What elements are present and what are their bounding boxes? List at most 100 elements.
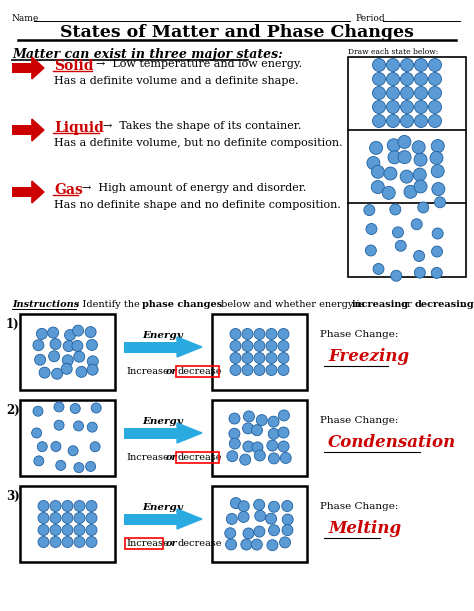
Circle shape [268, 453, 279, 464]
Text: Energy: Energy [143, 503, 183, 512]
Circle shape [280, 453, 291, 464]
Circle shape [278, 441, 289, 452]
Text: Has no definite shape and no definite composition.: Has no definite shape and no definite co… [54, 200, 341, 210]
Circle shape [266, 365, 277, 376]
Bar [124, 428, 177, 439]
Bar [125, 538, 163, 549]
Polygon shape [177, 509, 202, 529]
Text: below and whether energy is: below and whether energy is [218, 300, 368, 309]
Circle shape [267, 440, 278, 451]
Circle shape [388, 151, 401, 164]
Circle shape [404, 185, 417, 199]
Text: or: or [166, 367, 178, 376]
Circle shape [414, 73, 428, 86]
Circle shape [225, 528, 236, 539]
Circle shape [49, 351, 60, 362]
Circle shape [373, 73, 385, 86]
Circle shape [87, 356, 98, 367]
Text: →  Low temperature and low energy.: → Low temperature and low energy. [96, 59, 302, 69]
Circle shape [432, 183, 445, 196]
Circle shape [34, 456, 44, 466]
Circle shape [254, 353, 265, 364]
Circle shape [366, 224, 377, 235]
Circle shape [278, 365, 289, 376]
Polygon shape [177, 423, 202, 443]
Text: decrease: decrease [178, 539, 222, 548]
Circle shape [373, 59, 385, 71]
Circle shape [86, 500, 97, 511]
Circle shape [90, 442, 100, 452]
Circle shape [282, 525, 293, 536]
Circle shape [240, 454, 251, 465]
Circle shape [401, 59, 413, 71]
Circle shape [243, 441, 254, 452]
Polygon shape [32, 119, 44, 141]
Circle shape [87, 422, 97, 432]
Text: Name: Name [12, 14, 39, 23]
Circle shape [73, 325, 83, 336]
Circle shape [265, 513, 277, 524]
Circle shape [371, 166, 384, 178]
Circle shape [268, 501, 280, 512]
Circle shape [54, 402, 64, 412]
Circle shape [266, 340, 277, 351]
Circle shape [32, 428, 42, 438]
Circle shape [365, 245, 376, 256]
Circle shape [230, 353, 241, 364]
Circle shape [74, 524, 85, 535]
Circle shape [386, 114, 400, 128]
Circle shape [386, 87, 400, 100]
Circle shape [229, 428, 240, 439]
Text: →  Takes the shape of its container.: → Takes the shape of its container. [103, 121, 301, 131]
Circle shape [254, 526, 265, 537]
Circle shape [62, 536, 73, 547]
Text: Energy: Energy [143, 417, 183, 426]
Circle shape [227, 451, 238, 462]
Circle shape [278, 340, 289, 351]
Text: Condensation: Condensation [328, 434, 456, 451]
Circle shape [38, 536, 49, 547]
Bar [20, 400, 115, 476]
Circle shape [391, 270, 402, 281]
Circle shape [266, 329, 277, 340]
Circle shape [50, 536, 61, 547]
Circle shape [74, 351, 85, 362]
Text: Phase Change:: Phase Change: [320, 330, 398, 339]
Text: Increase: Increase [126, 367, 169, 376]
Text: Solid: Solid [54, 59, 93, 73]
Circle shape [33, 340, 44, 351]
Bar [20, 314, 115, 390]
Circle shape [242, 365, 253, 376]
Circle shape [62, 524, 73, 535]
Circle shape [86, 340, 98, 351]
Circle shape [252, 425, 263, 436]
Circle shape [398, 136, 411, 148]
Circle shape [414, 87, 428, 100]
Circle shape [387, 139, 400, 152]
Circle shape [428, 87, 441, 100]
Circle shape [35, 354, 46, 365]
Circle shape [242, 329, 253, 340]
Circle shape [282, 514, 293, 525]
Circle shape [435, 197, 446, 208]
Circle shape [54, 420, 64, 430]
Circle shape [266, 353, 277, 364]
Text: Matter can exist in three major states:: Matter can exist in three major states: [12, 48, 283, 61]
Polygon shape [32, 181, 44, 203]
Circle shape [428, 100, 441, 114]
Text: Liquid: Liquid [54, 121, 104, 135]
Circle shape [73, 421, 83, 431]
Circle shape [39, 367, 50, 378]
Bar [12, 63, 32, 73]
Circle shape [431, 268, 442, 279]
Text: Phase Change:: Phase Change: [320, 416, 398, 425]
Circle shape [384, 167, 397, 180]
Circle shape [63, 340, 74, 351]
Text: Phase Change:: Phase Change: [320, 502, 398, 511]
Circle shape [428, 59, 441, 71]
Circle shape [401, 87, 413, 100]
Text: States of Matter and Phase Changes: States of Matter and Phase Changes [60, 24, 414, 41]
Circle shape [243, 423, 254, 434]
Circle shape [91, 403, 101, 413]
Circle shape [38, 500, 49, 511]
